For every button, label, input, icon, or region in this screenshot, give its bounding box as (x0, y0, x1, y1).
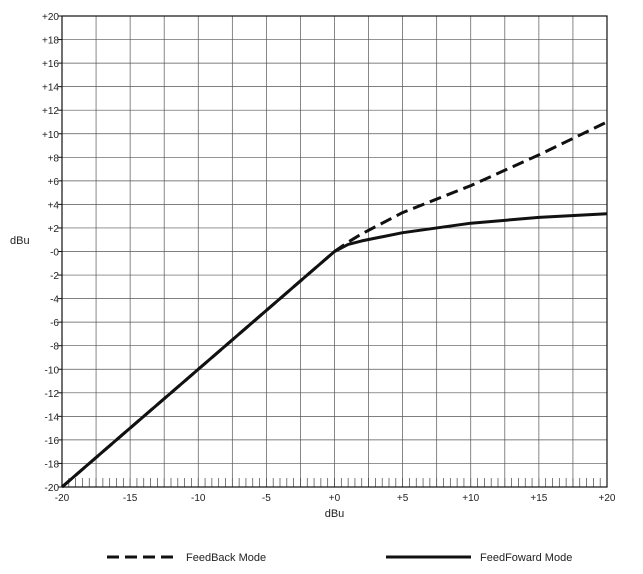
y-tick-label: -4 (50, 295, 59, 306)
y-axis-label: dBu (10, 235, 30, 247)
legend-label: FeedFoward Mode (480, 552, 572, 564)
y-tick-label: +10 (42, 130, 59, 141)
x-axis-label: dBu (325, 508, 345, 520)
y-tick-label: +18 (42, 36, 59, 47)
y-tick-label: -16 (45, 436, 60, 447)
y-tick-label: -12 (45, 389, 60, 400)
y-tick-label: -2 (50, 271, 59, 282)
legend-label: FeedBack Mode (186, 552, 266, 564)
y-tick-label: +12 (42, 106, 59, 117)
y-tick-label: +2 (48, 224, 60, 235)
series-line (61, 212, 608, 489)
y-tick-label: -20 (45, 483, 60, 494)
plot-frame (61, 15, 608, 488)
x-tick-label: +10 (462, 493, 479, 504)
x-tick-label: +20 (599, 493, 616, 504)
y-tick-label: -0 (50, 248, 59, 259)
y-tick-labels: +20 +18 +16 +14 +12 +10 +8 +6 +4 +2 -0 -2 -4 -6 -8 -10 -… (42, 12, 59, 494)
y-tick-label: -8 (50, 342, 59, 353)
x-tick-label: +0 (329, 493, 341, 504)
x-tick-label: -20 (55, 493, 70, 504)
x-tick-label: +5 (397, 493, 409, 504)
y-tick-label: +8 (48, 153, 60, 164)
y-tick-label: -14 (45, 412, 60, 423)
y-tick-label: -6 (50, 318, 59, 329)
x-tick-label: -5 (262, 493, 271, 504)
y-tick-label: +16 (42, 59, 59, 70)
y-tick-label: +14 (42, 83, 59, 94)
x-tick-labels: -20 -15 -10 -5 +0 +5 +10 +15 +20 (55, 493, 616, 504)
y-tick-label: -10 (45, 365, 60, 376)
x-tick-label: +15 (530, 493, 547, 504)
y-tick-label: +20 (42, 12, 59, 23)
y-tick-label: -18 (45, 459, 60, 470)
x-tick-label: -15 (123, 493, 138, 504)
legend: FeedBack Mode FeedFoward Mode (107, 552, 572, 564)
x-tick-label: -10 (191, 493, 206, 504)
y-tick-label: +4 (48, 200, 60, 211)
series-lines (61, 120, 608, 489)
y-tick-label: +6 (48, 177, 60, 188)
